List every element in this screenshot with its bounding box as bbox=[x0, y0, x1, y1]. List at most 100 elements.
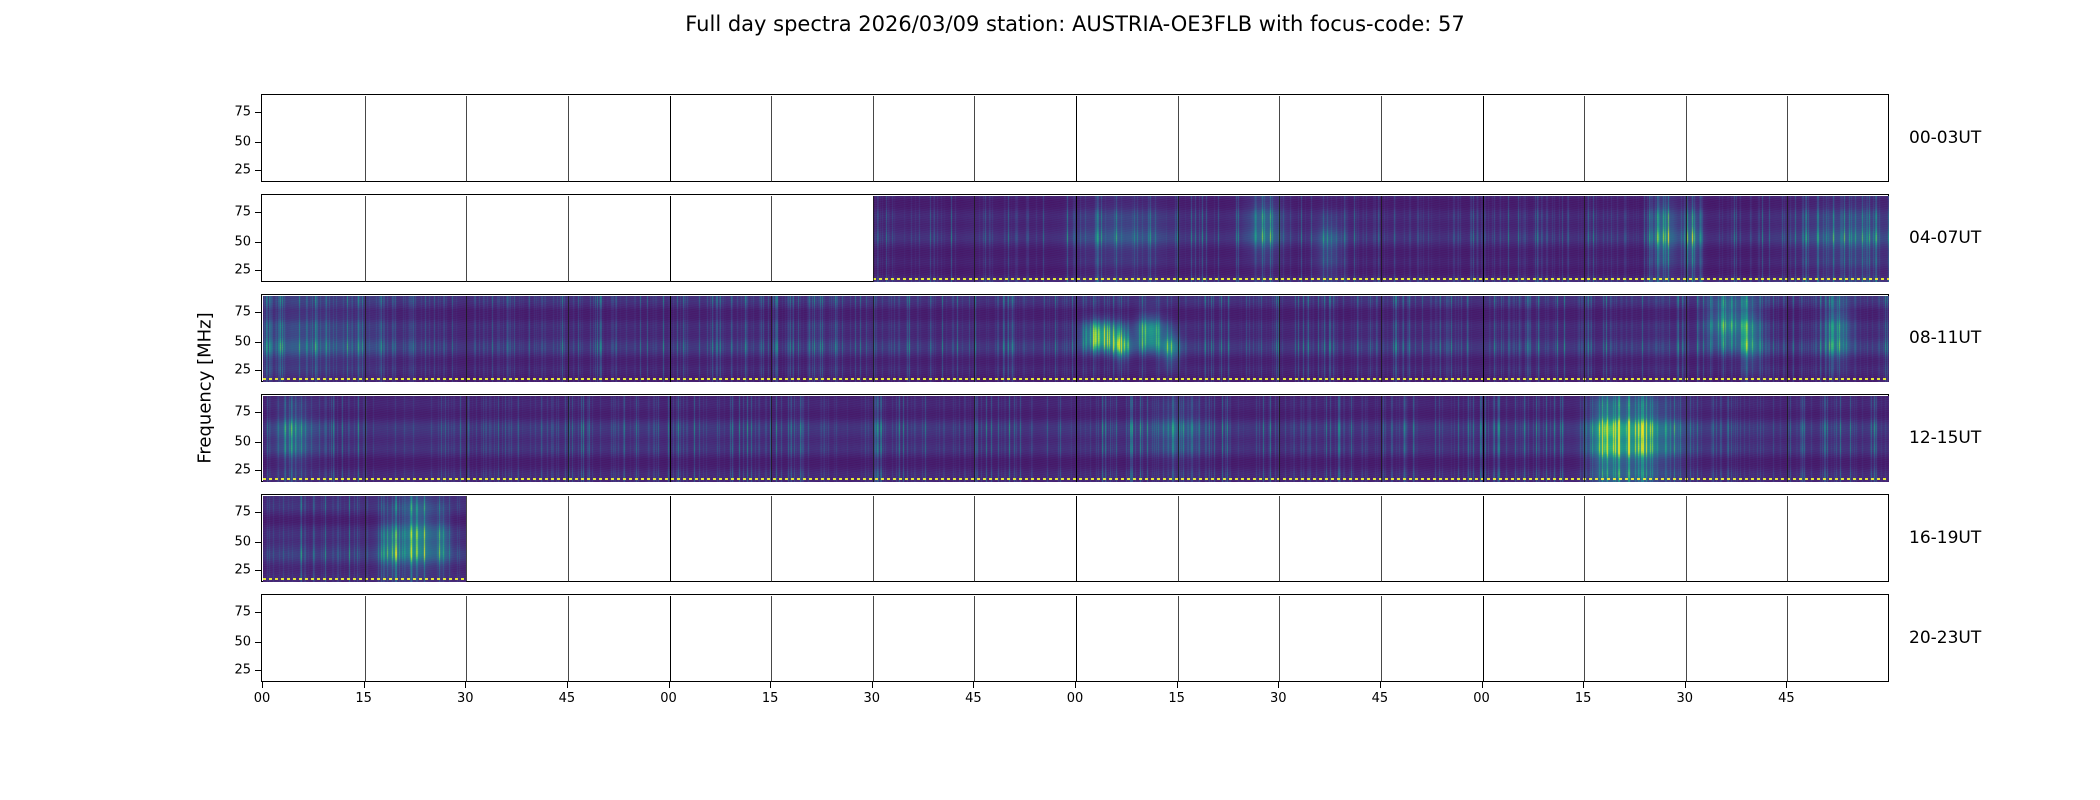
segment-boundary-line bbox=[364, 496, 366, 582]
y-tick-mark bbox=[255, 512, 261, 514]
y-tick-label: 25 bbox=[234, 262, 251, 278]
segment-boundary-line bbox=[771, 596, 773, 682]
segment-boundary-line bbox=[974, 296, 976, 382]
x-tick-mark bbox=[262, 682, 263, 688]
spectrogram-panel bbox=[261, 594, 1889, 682]
segment-boundary-line bbox=[1482, 596, 1484, 682]
segment-boundary-line bbox=[364, 396, 366, 482]
segment-boundary-line bbox=[974, 496, 976, 582]
segment-boundary-line bbox=[1279, 196, 1281, 282]
y-tick-label: 75 bbox=[234, 504, 251, 520]
spectrogram-panel bbox=[261, 294, 1889, 382]
segment-boundary-line bbox=[1177, 496, 1179, 582]
segment-boundary-line bbox=[1380, 396, 1382, 482]
segment-boundary-line bbox=[1076, 196, 1077, 282]
segment-boundary-line bbox=[1380, 496, 1382, 582]
segment-boundary-line bbox=[1482, 96, 1484, 182]
x-tick-label: 45 bbox=[1371, 691, 1389, 706]
segment-boundary-line bbox=[1787, 96, 1789, 182]
x-tick-mark bbox=[465, 682, 467, 688]
x-tick-label: 45 bbox=[965, 691, 982, 706]
x-tick-mark bbox=[770, 682, 772, 688]
x-tick-mark bbox=[1786, 682, 1788, 688]
segment-boundary-line bbox=[1177, 196, 1179, 282]
y-tick-mark bbox=[255, 312, 261, 314]
segment-boundary-line bbox=[771, 296, 773, 382]
segment-boundary-line bbox=[1685, 296, 1687, 382]
spectrogram-panel bbox=[261, 194, 1889, 282]
x-tick-label: 15 bbox=[1574, 691, 1592, 706]
y-tick-label: 50 bbox=[234, 634, 251, 650]
segment-boundary-line bbox=[1380, 596, 1382, 682]
y-tick-label: 75 bbox=[234, 604, 251, 620]
segment-boundary-line bbox=[1685, 96, 1687, 182]
segment-boundary-line bbox=[1787, 196, 1789, 282]
y-tick-label: 50 bbox=[234, 334, 251, 350]
segment-boundary-line bbox=[466, 296, 468, 382]
segment-boundary-line bbox=[1482, 396, 1484, 482]
segment-boundary-line bbox=[1380, 96, 1382, 182]
spectrogram-panel-row: 00-03UT 75 50 25 bbox=[234, 94, 1981, 182]
segment-boundary-line bbox=[872, 96, 874, 182]
segment-boundary-line bbox=[1279, 496, 1281, 582]
segment-boundary-line bbox=[771, 196, 773, 282]
y-tick-mark bbox=[255, 541, 261, 543]
y-tick-label: 50 bbox=[234, 134, 251, 150]
x-tick-label: 30 bbox=[863, 691, 881, 706]
segment-boundary-line bbox=[364, 196, 366, 282]
segment-boundary-line bbox=[872, 396, 874, 482]
segment-boundary-line bbox=[974, 196, 976, 282]
y-tick-mark bbox=[255, 269, 261, 271]
segment-boundary-line bbox=[466, 196, 468, 282]
x-tick-label: 00 bbox=[253, 691, 271, 706]
x-tick-mark bbox=[668, 682, 670, 688]
segment-boundary-line bbox=[466, 396, 468, 482]
segment-boundary-line bbox=[1177, 296, 1179, 382]
spectrogram-panel-row: 16-19UT 75 50 25 bbox=[234, 494, 1981, 582]
x-tick-mark bbox=[1278, 682, 1280, 688]
panel-time-label: 16-19UT bbox=[1909, 528, 1982, 548]
x-tick-mark bbox=[1379, 682, 1381, 688]
segment-boundary-line bbox=[669, 296, 671, 382]
x-tick-label: 00 bbox=[1473, 691, 1490, 706]
segment-boundary-line bbox=[771, 96, 773, 182]
y-tick-mark bbox=[255, 412, 261, 414]
x-tick-label: 45 bbox=[558, 691, 576, 706]
spectrogram-panel-row: 04-07UT 75 50 25 bbox=[234, 194, 1981, 282]
segment-boundary-line bbox=[669, 196, 671, 282]
segment-boundary-line bbox=[1787, 296, 1789, 382]
y-tick-label: 50 bbox=[234, 534, 251, 550]
segment-boundary-line bbox=[1279, 296, 1281, 382]
y-tick-mark bbox=[255, 341, 261, 343]
segment-boundary-line bbox=[567, 296, 569, 382]
y-tick-label: 25 bbox=[234, 462, 251, 478]
y-tick-label: 50 bbox=[234, 234, 251, 250]
segment-boundary-line bbox=[1584, 196, 1586, 282]
x-tick-mark bbox=[1684, 682, 1686, 688]
y-tick-label: 75 bbox=[234, 304, 251, 320]
y-tick-mark bbox=[255, 369, 261, 371]
segment-boundary-line bbox=[1279, 396, 1281, 482]
segment-boundary-line bbox=[872, 196, 874, 282]
panel-time-label: 00-03UT bbox=[1909, 128, 1982, 148]
y-tick-label: 75 bbox=[234, 404, 251, 420]
x-tick-mark bbox=[363, 682, 365, 688]
segment-boundary-line bbox=[1685, 596, 1687, 682]
y-tick-mark bbox=[255, 569, 261, 571]
segment-boundary-line bbox=[1076, 396, 1077, 482]
spectrogram-panel bbox=[261, 494, 1889, 582]
y-tick-label: 75 bbox=[234, 104, 251, 120]
x-tick-label: 15 bbox=[761, 691, 779, 706]
segment-boundary-line bbox=[1482, 196, 1484, 282]
segment-boundary-line bbox=[567, 496, 569, 582]
segment-boundary-line bbox=[1177, 96, 1179, 182]
x-tick-mark bbox=[1481, 682, 1483, 688]
segment-boundary-line bbox=[1177, 596, 1179, 682]
spectrogram-panel-row: 08-11UT 75 50 25 bbox=[234, 294, 1981, 382]
x-tick-label: 30 bbox=[1269, 691, 1287, 706]
segment-boundary-line bbox=[974, 596, 976, 682]
y-tick-label: 25 bbox=[234, 162, 251, 178]
y-tick-label: 25 bbox=[234, 662, 251, 678]
panel-time-label: 12-15UT bbox=[1909, 428, 1982, 448]
y-tick-mark bbox=[255, 141, 261, 143]
